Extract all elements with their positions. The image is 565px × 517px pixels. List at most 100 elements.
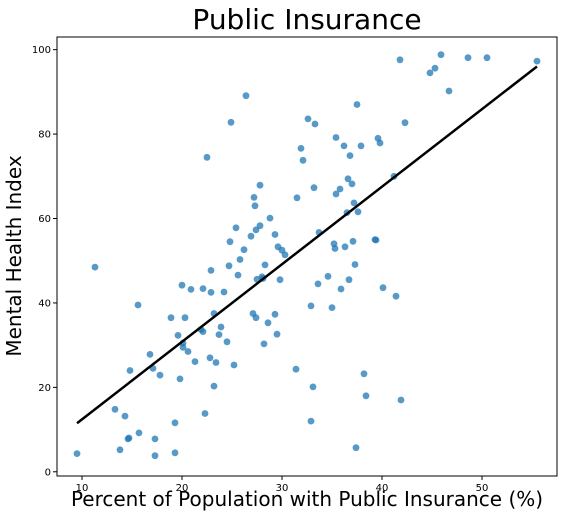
data-point-10 [146,351,154,358]
data-point-74 [293,194,301,202]
data-point-23 [181,314,189,322]
data-point-102 [351,261,359,268]
x-axis-label: Percent of Population with Public Insura… [71,487,543,511]
data-point-115 [392,292,400,300]
data-point-0 [73,450,81,457]
data-point-63 [261,261,269,269]
data-point-36 [210,382,218,390]
data-point-82 [311,120,319,128]
data-point-116 [396,56,404,64]
data-point-58 [256,222,264,230]
data-point-54 [251,202,259,210]
data-point-33 [207,267,215,274]
data-point-113 [379,284,387,292]
data-point-28 [199,285,207,292]
data-point-70 [276,276,284,284]
y-tick-label-40: 40 [38,298,51,309]
data-point-107 [360,370,368,378]
data-point-105 [354,208,362,216]
data-point-15 [167,314,175,322]
data-point-65 [266,214,274,222]
data-point-97 [345,276,353,284]
data-point-80 [309,383,317,391]
data-point-99 [348,180,356,188]
data-point-72 [281,251,289,259]
data-point-55 [252,314,260,322]
data-point-104 [353,101,361,108]
data-point-3 [116,446,124,454]
data-point-120 [431,64,439,72]
y-tick-label-20: 20 [38,383,51,394]
trend-line [76,65,538,425]
data-point-90 [332,134,340,141]
data-point-112 [376,139,384,147]
x-tick-label-20: 20 [176,483,189,494]
x-tick-label-30: 30 [276,483,289,494]
data-point-38 [215,331,223,338]
data-point-85 [324,272,332,280]
data-point-76 [299,156,307,164]
data-point-39 [217,323,225,331]
data-point-124 [483,54,491,62]
data-point-96 [344,175,352,183]
data-point-6 [125,434,133,442]
data-point-19 [176,375,184,383]
data-point-92 [337,285,345,293]
data-point-123 [464,54,472,62]
data-point-46 [232,224,240,232]
data-point-20 [178,281,186,289]
data-point-101 [350,199,358,207]
data-point-30 [201,410,209,417]
data-point-59 [256,181,264,189]
data-point-34 [207,289,215,296]
data-point-125 [533,57,541,65]
data-point-64 [264,319,272,327]
data-point-49 [240,246,248,254]
data-point-14 [156,371,164,379]
data-point-77 [304,115,312,123]
scatter-points [73,51,541,460]
data-point-121 [437,51,445,59]
data-point-100 [349,237,357,245]
data-point-68 [273,330,281,338]
data-point-62 [260,340,268,348]
data-point-73 [292,365,300,373]
data-point-78 [307,302,315,310]
x-tick-label-40: 40 [376,483,389,494]
data-point-67 [271,310,279,318]
data-point-110 [372,236,380,244]
data-point-7 [126,367,134,374]
data-point-22 [179,343,187,351]
data-point-1 [91,263,99,271]
data-point-108 [362,392,370,400]
y-tick-label-0: 0 [45,467,51,478]
data-point-43 [226,238,234,246]
data-point-91 [336,185,344,193]
plot-frame [56,36,558,477]
data-point-26 [191,358,199,365]
data-point-51 [247,232,255,240]
data-point-24 [184,348,192,355]
data-point-25 [187,286,195,293]
data-point-16 [171,419,179,427]
data-point-29 [199,328,207,335]
data-point-117 [397,396,405,404]
data-point-103 [352,444,360,452]
data-point-83 [314,280,322,288]
data-point-122 [445,87,453,95]
data-point-8 [134,301,142,309]
data-point-66 [271,231,279,238]
data-point-81 [310,184,318,192]
data-point-47 [234,271,242,279]
data-point-12 [151,452,159,460]
data-point-53 [250,194,258,201]
data-point-37 [212,359,220,366]
chart-title: Public Insurance [192,3,421,36]
data-point-32 [206,354,214,362]
data-point-2 [111,405,119,413]
data-point-9 [135,429,143,437]
data-point-18 [174,332,182,339]
data-point-42 [225,262,233,270]
y-axis-label: Mental Health Index [2,155,26,357]
data-point-48 [236,256,244,263]
